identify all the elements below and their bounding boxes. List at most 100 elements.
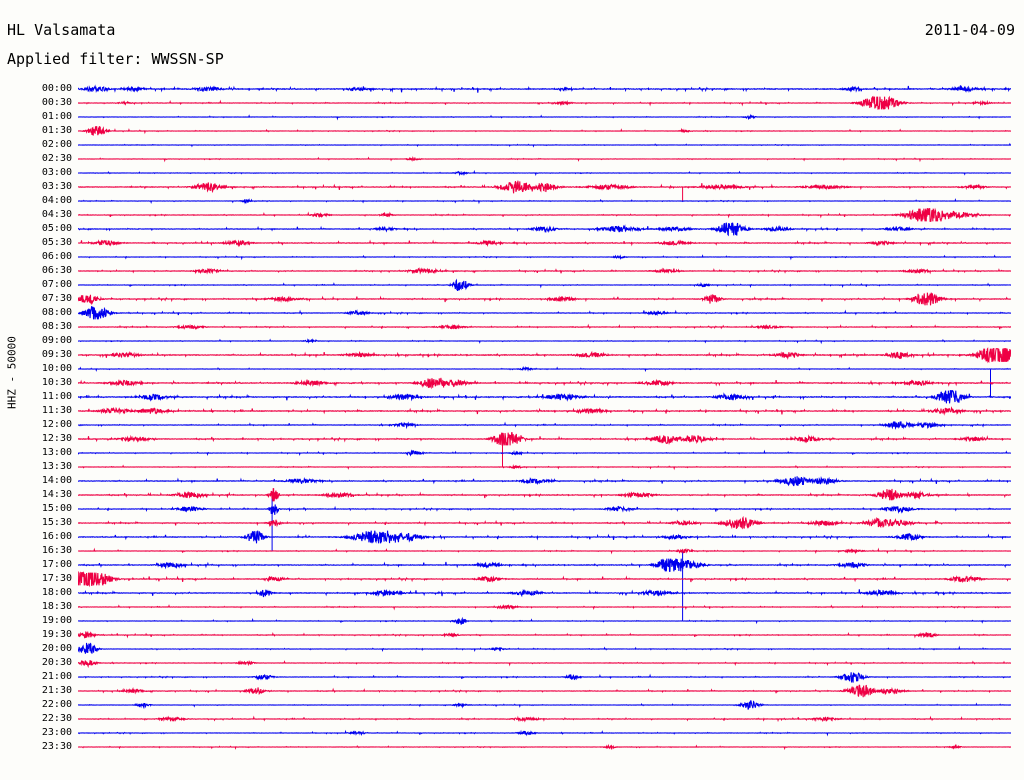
row-time-label: 21:30 xyxy=(0,686,72,698)
trace-line xyxy=(78,305,1011,320)
trace-line xyxy=(78,292,1011,306)
row-time-label-text: 11:30 xyxy=(41,405,72,416)
row-time-label: 07:30 xyxy=(0,294,72,306)
trace-line xyxy=(78,558,1011,572)
row-time-label: 22:00 xyxy=(0,700,72,712)
trace-line xyxy=(78,390,1011,404)
trace-line xyxy=(78,267,1011,275)
row-time-label-text: 21:30 xyxy=(41,685,72,696)
row-time-label: 10:30 xyxy=(0,378,72,390)
trace-line xyxy=(78,278,1011,291)
trace-line xyxy=(78,377,1011,390)
row-time-label: 22:30 xyxy=(0,714,72,726)
trace-line xyxy=(78,406,1011,416)
trace-line xyxy=(78,421,1011,430)
row-time-label-text: 15:00 xyxy=(41,503,72,514)
row-time-label: 13:00 xyxy=(0,448,72,460)
row-time-label-text: 15:30 xyxy=(41,517,72,528)
trace-line xyxy=(78,254,1011,261)
row-time-label-text: 03:30 xyxy=(41,181,72,192)
trace-line xyxy=(78,616,1011,625)
trace-line xyxy=(78,180,1011,194)
row-time-label-text: 05:30 xyxy=(41,237,72,248)
row-time-label-text: 00:30 xyxy=(41,97,72,108)
row-time-label-text: 13:30 xyxy=(41,461,72,472)
trace-line xyxy=(78,365,1011,373)
trace-line xyxy=(78,504,1011,515)
row-time-label-text: 17:00 xyxy=(41,559,72,570)
row-time-label-text: 21:00 xyxy=(41,671,72,682)
trace-line xyxy=(78,347,1011,364)
row-time-label-text: 20:30 xyxy=(41,657,72,668)
row-time-label-text: 09:30 xyxy=(41,349,72,360)
trace-line xyxy=(78,84,1011,94)
row-time-label-text: 23:00 xyxy=(41,727,72,738)
helicorder-plot-area: 00:00 00:30 01:00 01:30 02:00 02:30 03:00 03:30… xyxy=(0,78,1024,768)
record-date: 2011-04-09 xyxy=(924,21,1015,39)
trace-line xyxy=(78,142,1011,148)
row-time-label-text: 06:30 xyxy=(41,265,72,276)
row-time-label: 23:00 xyxy=(0,728,72,740)
row-time-label: 02:30 xyxy=(0,154,72,166)
trace-line xyxy=(78,515,1011,530)
row-time-label-text: 09:00 xyxy=(41,335,72,346)
trace-line xyxy=(78,222,1011,237)
trace-line xyxy=(78,476,1011,487)
row-time-label: 19:30 xyxy=(0,630,72,642)
trace-line xyxy=(78,338,1011,345)
trace-line xyxy=(78,642,1011,654)
row-time-label: 05:30 xyxy=(0,238,72,250)
row-time-label: 12:00 xyxy=(0,420,72,432)
trace-line xyxy=(78,207,1011,222)
trace-line xyxy=(78,684,1011,698)
row-time-label-text: 20:00 xyxy=(41,643,72,654)
row-time-label-text: 13:00 xyxy=(41,447,72,458)
row-time-label-text: 07:00 xyxy=(41,279,72,290)
station-title: HL Valsamata xyxy=(7,21,116,39)
row-time-label: 04:00 xyxy=(0,196,72,208)
row-time-label: 06:00 xyxy=(0,252,72,264)
row-time-label-text: 01:30 xyxy=(41,125,72,136)
row-time-label: 09:30 xyxy=(0,350,72,362)
row-time-label-text: 18:00 xyxy=(41,587,72,598)
row-time-label-text: 14:30 xyxy=(41,489,72,500)
row-time-label-text: 19:00 xyxy=(41,615,72,626)
row-time-label: 11:00 xyxy=(0,392,72,404)
trace-line xyxy=(78,169,1011,177)
row-time-label-text: 01:00 xyxy=(41,111,72,122)
trace-line xyxy=(78,126,1011,136)
trace-line xyxy=(78,156,1011,163)
row-time-label: 06:30 xyxy=(0,266,72,278)
row-time-label: 02:00 xyxy=(0,140,72,152)
trace-line xyxy=(78,588,1011,598)
row-time-label-text: 00:00 xyxy=(41,83,72,94)
row-time-label: 07:00 xyxy=(0,280,72,292)
row-time-label: 08:30 xyxy=(0,322,72,334)
row-time-label: 18:00 xyxy=(0,588,72,600)
row-time-label: 14:00 xyxy=(0,476,72,488)
row-time-label-text: 18:30 xyxy=(41,601,72,612)
seismogram-traces xyxy=(78,84,1011,751)
row-time-label-text: 07:30 xyxy=(41,293,72,304)
row-time-label-text: 11:00 xyxy=(41,391,72,402)
row-time-label-text: 22:30 xyxy=(41,713,72,724)
row-time-label: 08:00 xyxy=(0,308,72,320)
row-time-label: 03:30 xyxy=(0,182,72,194)
row-time-label: 01:00 xyxy=(0,112,72,124)
row-time-label: 19:00 xyxy=(0,616,72,628)
row-time-label: 00:30 xyxy=(0,98,72,110)
row-time-label: 20:00 xyxy=(0,644,72,656)
row-time-label: 20:30 xyxy=(0,658,72,670)
row-time-label-text: 16:00 xyxy=(41,531,72,542)
row-time-label: 18:30 xyxy=(0,602,72,614)
row-time-label-text: 03:00 xyxy=(41,167,72,178)
row-time-label: 00:00 xyxy=(0,84,72,96)
row-time-label: 15:00 xyxy=(0,504,72,516)
trace-line xyxy=(78,432,1011,446)
trace-line xyxy=(78,488,1011,502)
row-time-label: 21:00 xyxy=(0,672,72,684)
trace-line xyxy=(78,323,1011,331)
trace-line xyxy=(78,604,1011,611)
row-time-label: 16:30 xyxy=(0,546,72,558)
row-time-label-text: 16:30 xyxy=(41,545,72,556)
